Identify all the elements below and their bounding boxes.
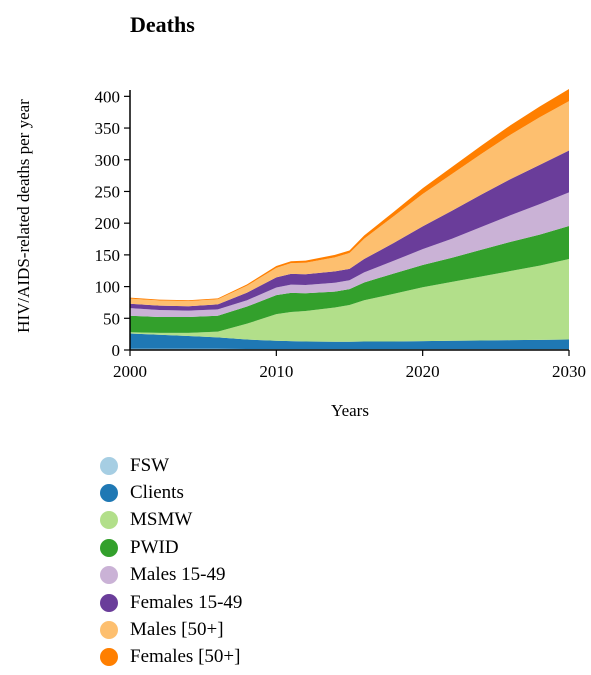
x-tick-label: 2010: [259, 362, 293, 381]
y-tick-label: 300: [95, 151, 121, 170]
legend-swatch: [100, 621, 118, 640]
y-tick-label: 250: [95, 182, 121, 201]
legend-label: PWID: [130, 536, 179, 558]
chart-area: 2000 2010 2020 2030 0 50 100 150 200 250 300 350 400…: [14, 87, 587, 420]
area-clients: [130, 333, 569, 350]
y-tick-label: 50: [103, 309, 120, 328]
axes: 2000 2010 2020 2030 0 50 100 150 200 250 300 350 400: [95, 87, 587, 381]
legend-item: MSMW: [100, 507, 242, 534]
area-msmw: [130, 259, 569, 342]
y-axis-title: HIV/AIDS-related deaths per year: [14, 99, 33, 333]
legend-swatch: [100, 593, 118, 612]
legend-label: MSMW: [130, 509, 193, 531]
x-tick-label: 2030: [552, 362, 586, 381]
legend-swatch: [100, 566, 118, 585]
legend: FSW Clients MSMW PWID Males 15-49 Females 15-…: [100, 452, 242, 671]
legend-swatch: [100, 538, 118, 557]
legend-item: Females 15-49: [100, 589, 242, 616]
legend-item: Females [50+]: [100, 644, 242, 671]
y-tick-label: 350: [95, 119, 121, 138]
legend-item: PWID: [100, 534, 242, 561]
chart-title: Deaths: [130, 12, 195, 37]
legend-item: Clients: [100, 479, 242, 506]
y-tick-label: 400: [95, 87, 121, 106]
legend-label: Clients: [130, 482, 184, 504]
area-females-15-49: [130, 150, 569, 311]
legend-item: FSW: [100, 452, 242, 479]
x-tick-label: 2020: [406, 362, 440, 381]
stacked-areas: [130, 89, 569, 350]
y-tick-label: 100: [95, 278, 121, 297]
legend-label: Males 15-49: [130, 564, 226, 586]
y-tick-label: 0: [112, 341, 121, 360]
legend-swatch: [100, 456, 118, 475]
y-tick-label: 200: [95, 214, 121, 233]
area-males-50: [130, 101, 569, 307]
x-axis-title: Years: [331, 401, 369, 420]
legend-label: FSW: [130, 454, 170, 476]
legend-swatch: [100, 648, 118, 667]
x-tick-label: 2000: [113, 362, 147, 381]
legend-swatch: [100, 511, 118, 530]
legend-label: Females [50+]: [130, 646, 241, 668]
legend-item: Males 15-49: [100, 562, 242, 589]
legend-item: Males [50+]: [100, 616, 242, 643]
legend-label: Females 15-49: [130, 591, 243, 613]
legend-label: Males [50+]: [130, 619, 224, 641]
y-tick-label: 150: [95, 246, 121, 265]
legend-swatch: [100, 484, 118, 503]
area-pwid: [130, 226, 569, 333]
